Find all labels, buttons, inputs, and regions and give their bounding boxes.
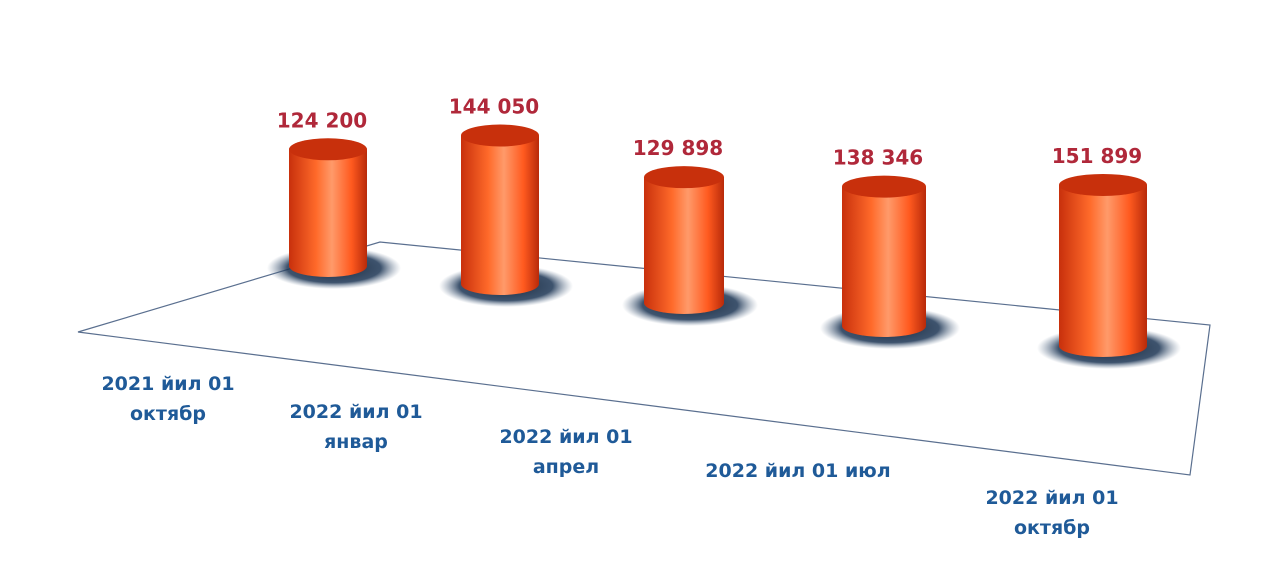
bar-2 xyxy=(439,124,573,307)
value-label-4: 138 346 xyxy=(833,146,923,170)
category-label-4: 2022 йил 01 июл xyxy=(705,460,890,482)
bar-body xyxy=(289,149,367,277)
bar-3 xyxy=(622,166,758,326)
value-label-5: 151 899 xyxy=(1052,144,1142,168)
category-label-2: 2022 йил 01 январ xyxy=(289,401,422,453)
category-labels: 2021 йил 01 октябр 2022 йил 01 январ 2022 йи… xyxy=(101,373,1118,539)
bar-top-cap xyxy=(289,138,367,161)
value-labels: 124 200 144 050 129 898 138 346 151 899 xyxy=(277,95,1142,170)
bar-5 xyxy=(1037,173,1181,369)
bar-body xyxy=(1059,184,1147,357)
value-label-1: 124 200 xyxy=(277,108,367,132)
value-label-2: 144 050 xyxy=(449,95,539,119)
category-label-3: 2022 йил 01 апрел xyxy=(499,426,632,478)
category-label-5: 2022 йил 01 октябр xyxy=(985,487,1118,539)
bar-top-cap xyxy=(644,166,724,189)
bar-top-cap xyxy=(842,175,926,198)
bar-4 xyxy=(820,175,960,349)
bar-series xyxy=(267,124,1181,369)
bar-body xyxy=(461,135,539,295)
value-label-3: 129 898 xyxy=(633,136,723,160)
bar-top-cap xyxy=(461,124,539,147)
bar-top-cap xyxy=(1059,173,1147,196)
category-label-1: 2021 йил 01 октябр xyxy=(101,373,234,425)
bar-body xyxy=(842,186,926,337)
bar-1 xyxy=(267,138,401,289)
bar-body xyxy=(644,177,724,314)
